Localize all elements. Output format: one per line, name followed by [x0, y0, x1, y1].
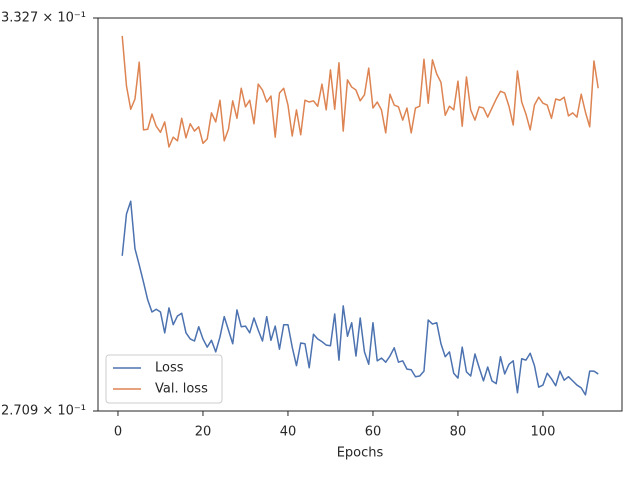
x-tick-label: 60 — [365, 425, 382, 440]
x-tick-label: 100 — [531, 425, 556, 440]
legend-label: Loss — [155, 361, 184, 376]
series-line — [121, 200, 599, 396]
x-axis-label: Epochs — [337, 446, 384, 461]
legend-label: Val. loss — [155, 382, 208, 397]
axes-frame — [97, 17, 623, 412]
series-line — [121, 35, 599, 148]
x-tick-label: 0 — [114, 425, 122, 440]
x-tick-label: 20 — [195, 425, 212, 440]
legend-box — [105, 354, 223, 404]
x-tick-label: 80 — [450, 425, 467, 440]
y-tick-label: 3.327 × 10⁻¹ — [1, 11, 86, 26]
x-tick-label: 40 — [280, 425, 297, 440]
y-tick-label: 2.709 × 10⁻¹ — [1, 404, 86, 419]
